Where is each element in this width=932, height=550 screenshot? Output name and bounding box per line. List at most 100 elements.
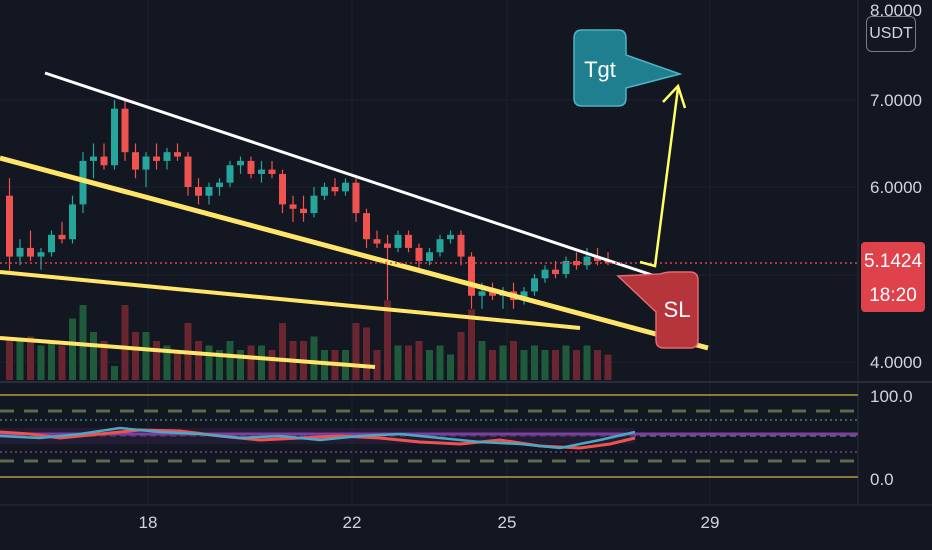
candle-body [58,234,66,240]
candle-body [489,291,496,296]
candle-body [426,252,433,261]
candle-body [531,278,538,292]
volume-bar [195,341,202,380]
volume-bar [226,341,234,380]
x-tick-29: 29 [701,513,720,532]
volume-bar [447,354,454,380]
volume-bar [163,345,171,380]
volume-bar [90,332,97,380]
candle-body [520,291,528,301]
candle-body [447,234,454,240]
candle-body [184,156,192,187]
candle-body [132,152,139,170]
support-trendline-3[interactable] [0,336,376,369]
volume-bar [394,345,402,380]
tgt-callout[interactable]: Tgt [573,29,683,107]
candlestick-series [6,100,612,309]
candle-body [216,182,223,187]
volume-bar [142,332,150,380]
volume-bar [457,332,465,380]
volume-bar [436,345,444,380]
candle-body [121,108,129,153]
projection-arrow[interactable] [639,87,680,268]
volume-bar [552,350,559,380]
candle-body [195,187,202,196]
candle-body [363,213,370,240]
candle-body [321,187,328,196]
y-tick-7: 7.0000 [870,91,922,110]
volume-bar [153,341,160,380]
upper-resistance-trendline[interactable] [44,71,656,278]
volume-bar [499,345,507,380]
candle-body [457,234,465,257]
last-price-value: 5.1424 [863,251,923,272]
y-tick-4: 4.0000 [870,353,922,372]
support-trendline-2[interactable] [0,270,581,330]
candle-body [205,187,213,196]
volume-bar [489,350,496,380]
volume-bar [27,336,34,380]
candle-body [279,173,286,205]
candle-body [562,260,570,274]
volume-bar [510,341,517,380]
volume-bar [247,345,255,380]
volume-bar [58,345,66,380]
volume-bar [268,350,276,380]
price-axis[interactable]: 8.0000 7.0000 6.0000 4.0000 100.0 0.0 [870,1,922,489]
candle-body [6,195,13,257]
volume-bar [352,323,360,380]
x-tick-25: 25 [498,513,517,532]
volume-bar [205,345,213,380]
currency-button[interactable]: USDT [866,16,916,52]
candle-body [436,239,444,253]
time-axis[interactable]: 18 22 25 29 [139,513,720,532]
candle-body [394,234,402,248]
volume-bar [478,341,486,380]
candle-body [100,156,108,166]
volume-bar [216,350,223,380]
candle-body [111,108,118,166]
candle-body [163,152,171,161]
volume-bar [258,345,265,380]
volume-bar [373,350,381,380]
candle-body [289,204,297,209]
rsi-panel [0,394,858,478]
rsi-tick-0: 0.0 [870,470,894,489]
bar-countdown: 18:20 [869,285,917,306]
candle-body [583,256,591,266]
volume-bar [573,350,580,380]
candle-body [552,269,559,274]
candle-body [468,256,475,296]
sl-callout[interactable]: SL [616,271,699,349]
y-tick-6: 6.0000 [870,178,922,197]
x-tick-22: 22 [343,513,362,532]
volume-bar [237,350,244,380]
volume-bar [100,341,108,380]
volume-bar [594,350,601,380]
candle-body [16,247,24,257]
rsi-signal-line [0,426,636,450]
candle-body [342,182,349,192]
candle-body [384,243,391,248]
projection-arrowhead [662,83,687,109]
candle-body [478,291,486,296]
candle-body [268,169,276,174]
y-tick-8: 8.0000 [870,1,922,20]
support-trendline-1[interactable] [0,155,709,351]
volume-bar [604,354,612,380]
volume-bar [363,327,370,380]
volume-bar [531,345,538,380]
volume-bar [405,345,412,380]
rsi-tick-100: 100.0 [870,387,913,406]
volume-bars [6,300,612,380]
x-tick-18: 18 [139,513,158,532]
candle-body [415,247,423,261]
candle-body [247,160,255,174]
tgt-label: Tgt [584,57,616,82]
candle-body [258,169,265,174]
volume-bar [111,366,118,380]
candle-body [69,204,76,240]
candle-body [174,152,181,157]
volume-bar [279,323,286,380]
